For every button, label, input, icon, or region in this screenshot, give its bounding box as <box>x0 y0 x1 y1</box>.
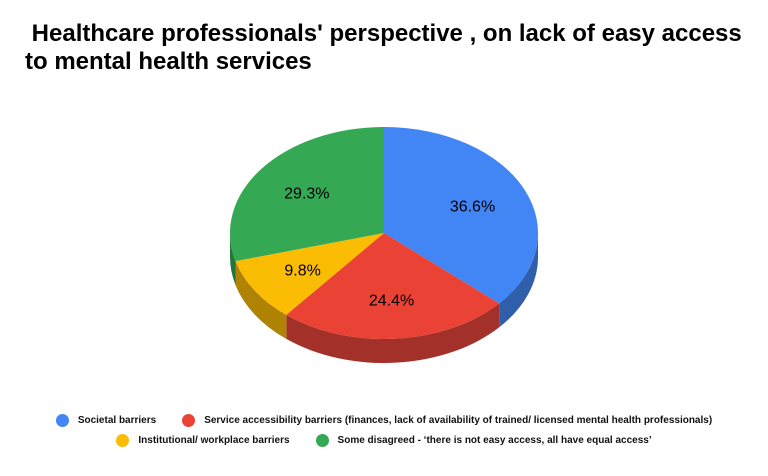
pie-side-1 <box>286 303 500 364</box>
legend-swatch <box>315 434 329 447</box>
legend-swatch <box>116 434 130 447</box>
pie-data-label-0: 36.6% <box>450 199 495 216</box>
pie-slice-0[interactable] <box>384 127 539 304</box>
chart-title: Healthcare professionals' perspective , … <box>25 20 749 75</box>
pie-slices <box>230 127 539 340</box>
legend-item-societal[interactable]: Societal barriers <box>55 414 157 427</box>
legend-label: Societal barriers <box>77 415 157 426</box>
pie-slice-2[interactable] <box>235 233 384 315</box>
pie-side-0 <box>499 233 538 328</box>
legend-swatch <box>55 414 69 427</box>
legend-item-institutional[interactable]: Institutional/ workplace barriers <box>116 434 290 447</box>
legend-label: Institutional/ workplace barriers <box>138 435 290 446</box>
legend-item-disagreed[interactable]: Some disagreed - ‘there is not easy acce… <box>315 434 652 447</box>
pie-side-3 <box>230 233 236 286</box>
legend-swatch <box>182 414 196 427</box>
pie-data-label-1: 24.4% <box>369 293 414 310</box>
legend-row-2: Institutional/ workplace barriers Some d… <box>0 434 768 447</box>
legend-label: Some disagreed - ‘there is not easy acce… <box>337 435 652 446</box>
pie-data-label-2: 9.8% <box>284 262 320 279</box>
pie-slice-1[interactable] <box>286 233 500 340</box>
pie-slice-3[interactable] <box>230 127 384 262</box>
legend-label: Service accessibility barriers (finances… <box>204 415 713 426</box>
pie-side-2 <box>235 261 287 339</box>
pie-sides <box>230 233 538 364</box>
legend-row-1: Societal barriers Service accessibility … <box>0 414 768 427</box>
pie-data-labels: 36.6% 24.4% 9.8% 29.3% <box>284 186 495 310</box>
pie-data-label-3: 29.3% <box>284 186 329 203</box>
legend-item-service[interactable]: Service accessibility barriers (finances… <box>182 414 712 427</box>
